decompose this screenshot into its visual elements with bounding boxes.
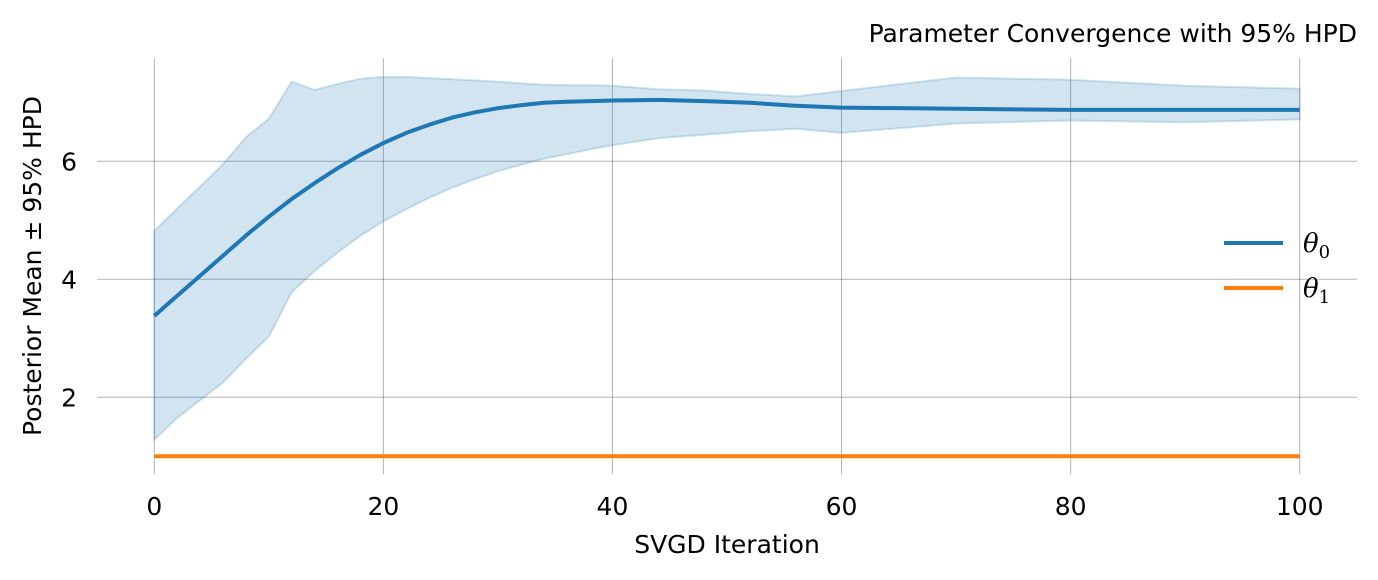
x-tick-label: 40 xyxy=(597,492,629,521)
chart-title: Parameter Convergence with 95% HPD xyxy=(869,19,1357,48)
x-tick-labels: 0 20 40 60 80 100 xyxy=(146,492,1323,521)
legend-label-theta-0: θ0 xyxy=(1303,229,1330,263)
legend-label-theta-1: θ1 xyxy=(1303,274,1330,308)
hpd-band-theta-0 xyxy=(153,75,1301,443)
y-tick-labels: 2 4 6 xyxy=(61,147,77,412)
series-lines xyxy=(152,97,1300,459)
x-tick-label: 100 xyxy=(1276,492,1324,521)
series-line-theta-0 xyxy=(152,97,1300,318)
hpd-bands xyxy=(153,75,1301,458)
x-tick-label: 80 xyxy=(1055,492,1087,521)
x-tick-label: 20 xyxy=(367,492,399,521)
y-tick-label: 6 xyxy=(61,147,77,176)
y-axis-label: Posterior Mean ± 95% HPD xyxy=(18,96,47,436)
y-tick-label: 4 xyxy=(61,265,77,294)
x-tick-label: 0 xyxy=(146,492,162,521)
y-tick-label: 2 xyxy=(61,383,77,412)
x-axis-label: SVGD Iteration xyxy=(634,530,820,559)
grid xyxy=(97,58,1357,474)
x-tick-label: 60 xyxy=(826,492,858,521)
